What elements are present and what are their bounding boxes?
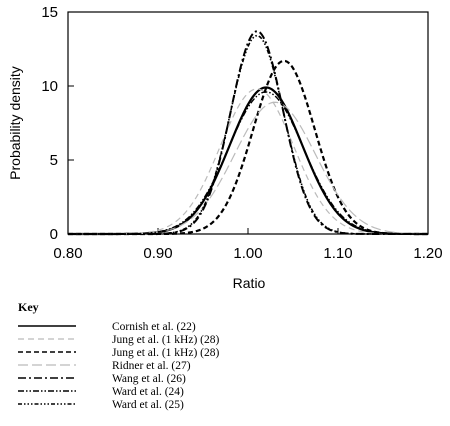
x-axis-title: Ratio bbox=[233, 275, 266, 291]
x-tick-label: 1.00 bbox=[233, 245, 262, 262]
y-tick-label: 0 bbox=[50, 226, 58, 243]
y-tick-label: 15 bbox=[41, 4, 58, 21]
x-tick-label: 0.80 bbox=[53, 245, 82, 262]
x-tick-label: 0.90 bbox=[143, 245, 172, 262]
series-line-2 bbox=[68, 88, 428, 235]
legend-label: Ward et al. (24) bbox=[112, 386, 184, 398]
x-axis-ticks: 0.80 0.90 1.00 1.10 1.20 bbox=[53, 228, 443, 262]
legend-label: Cornish et al. (22) bbox=[112, 321, 196, 333]
legend-entries: Cornish et al. (22)Jung et al. (1 kHz) (… bbox=[18, 321, 219, 411]
series-lines bbox=[68, 30, 429, 236]
legend-label: Wang et al. (26) bbox=[112, 373, 186, 385]
series-line-6 bbox=[68, 91, 428, 235]
y-tick-label: 5 bbox=[50, 152, 58, 169]
legend-label: Jung et al. (1 kHz) (28) bbox=[112, 347, 219, 359]
y-tick-label: 10 bbox=[41, 78, 58, 95]
legend-label: Ridner et al. (27) bbox=[112, 360, 191, 372]
legend-label: Jung et al. (1 kHz) (28) bbox=[112, 334, 219, 346]
series-line-5 bbox=[68, 30, 428, 235]
series-line-3 bbox=[68, 59, 428, 236]
x-tick-label: 1.10 bbox=[323, 245, 352, 262]
series-line-1 bbox=[68, 86, 428, 236]
x-tick-label: 1.20 bbox=[413, 245, 442, 262]
legend-label: Ward et al. (25) bbox=[112, 399, 184, 411]
y-axis-title: Probability density bbox=[7, 66, 23, 180]
y-axis-ticks: 0 5 10 15 bbox=[41, 4, 74, 243]
legend-title: Key bbox=[18, 300, 39, 314]
series-line-7 bbox=[68, 34, 428, 235]
series-line-4 bbox=[68, 101, 429, 235]
